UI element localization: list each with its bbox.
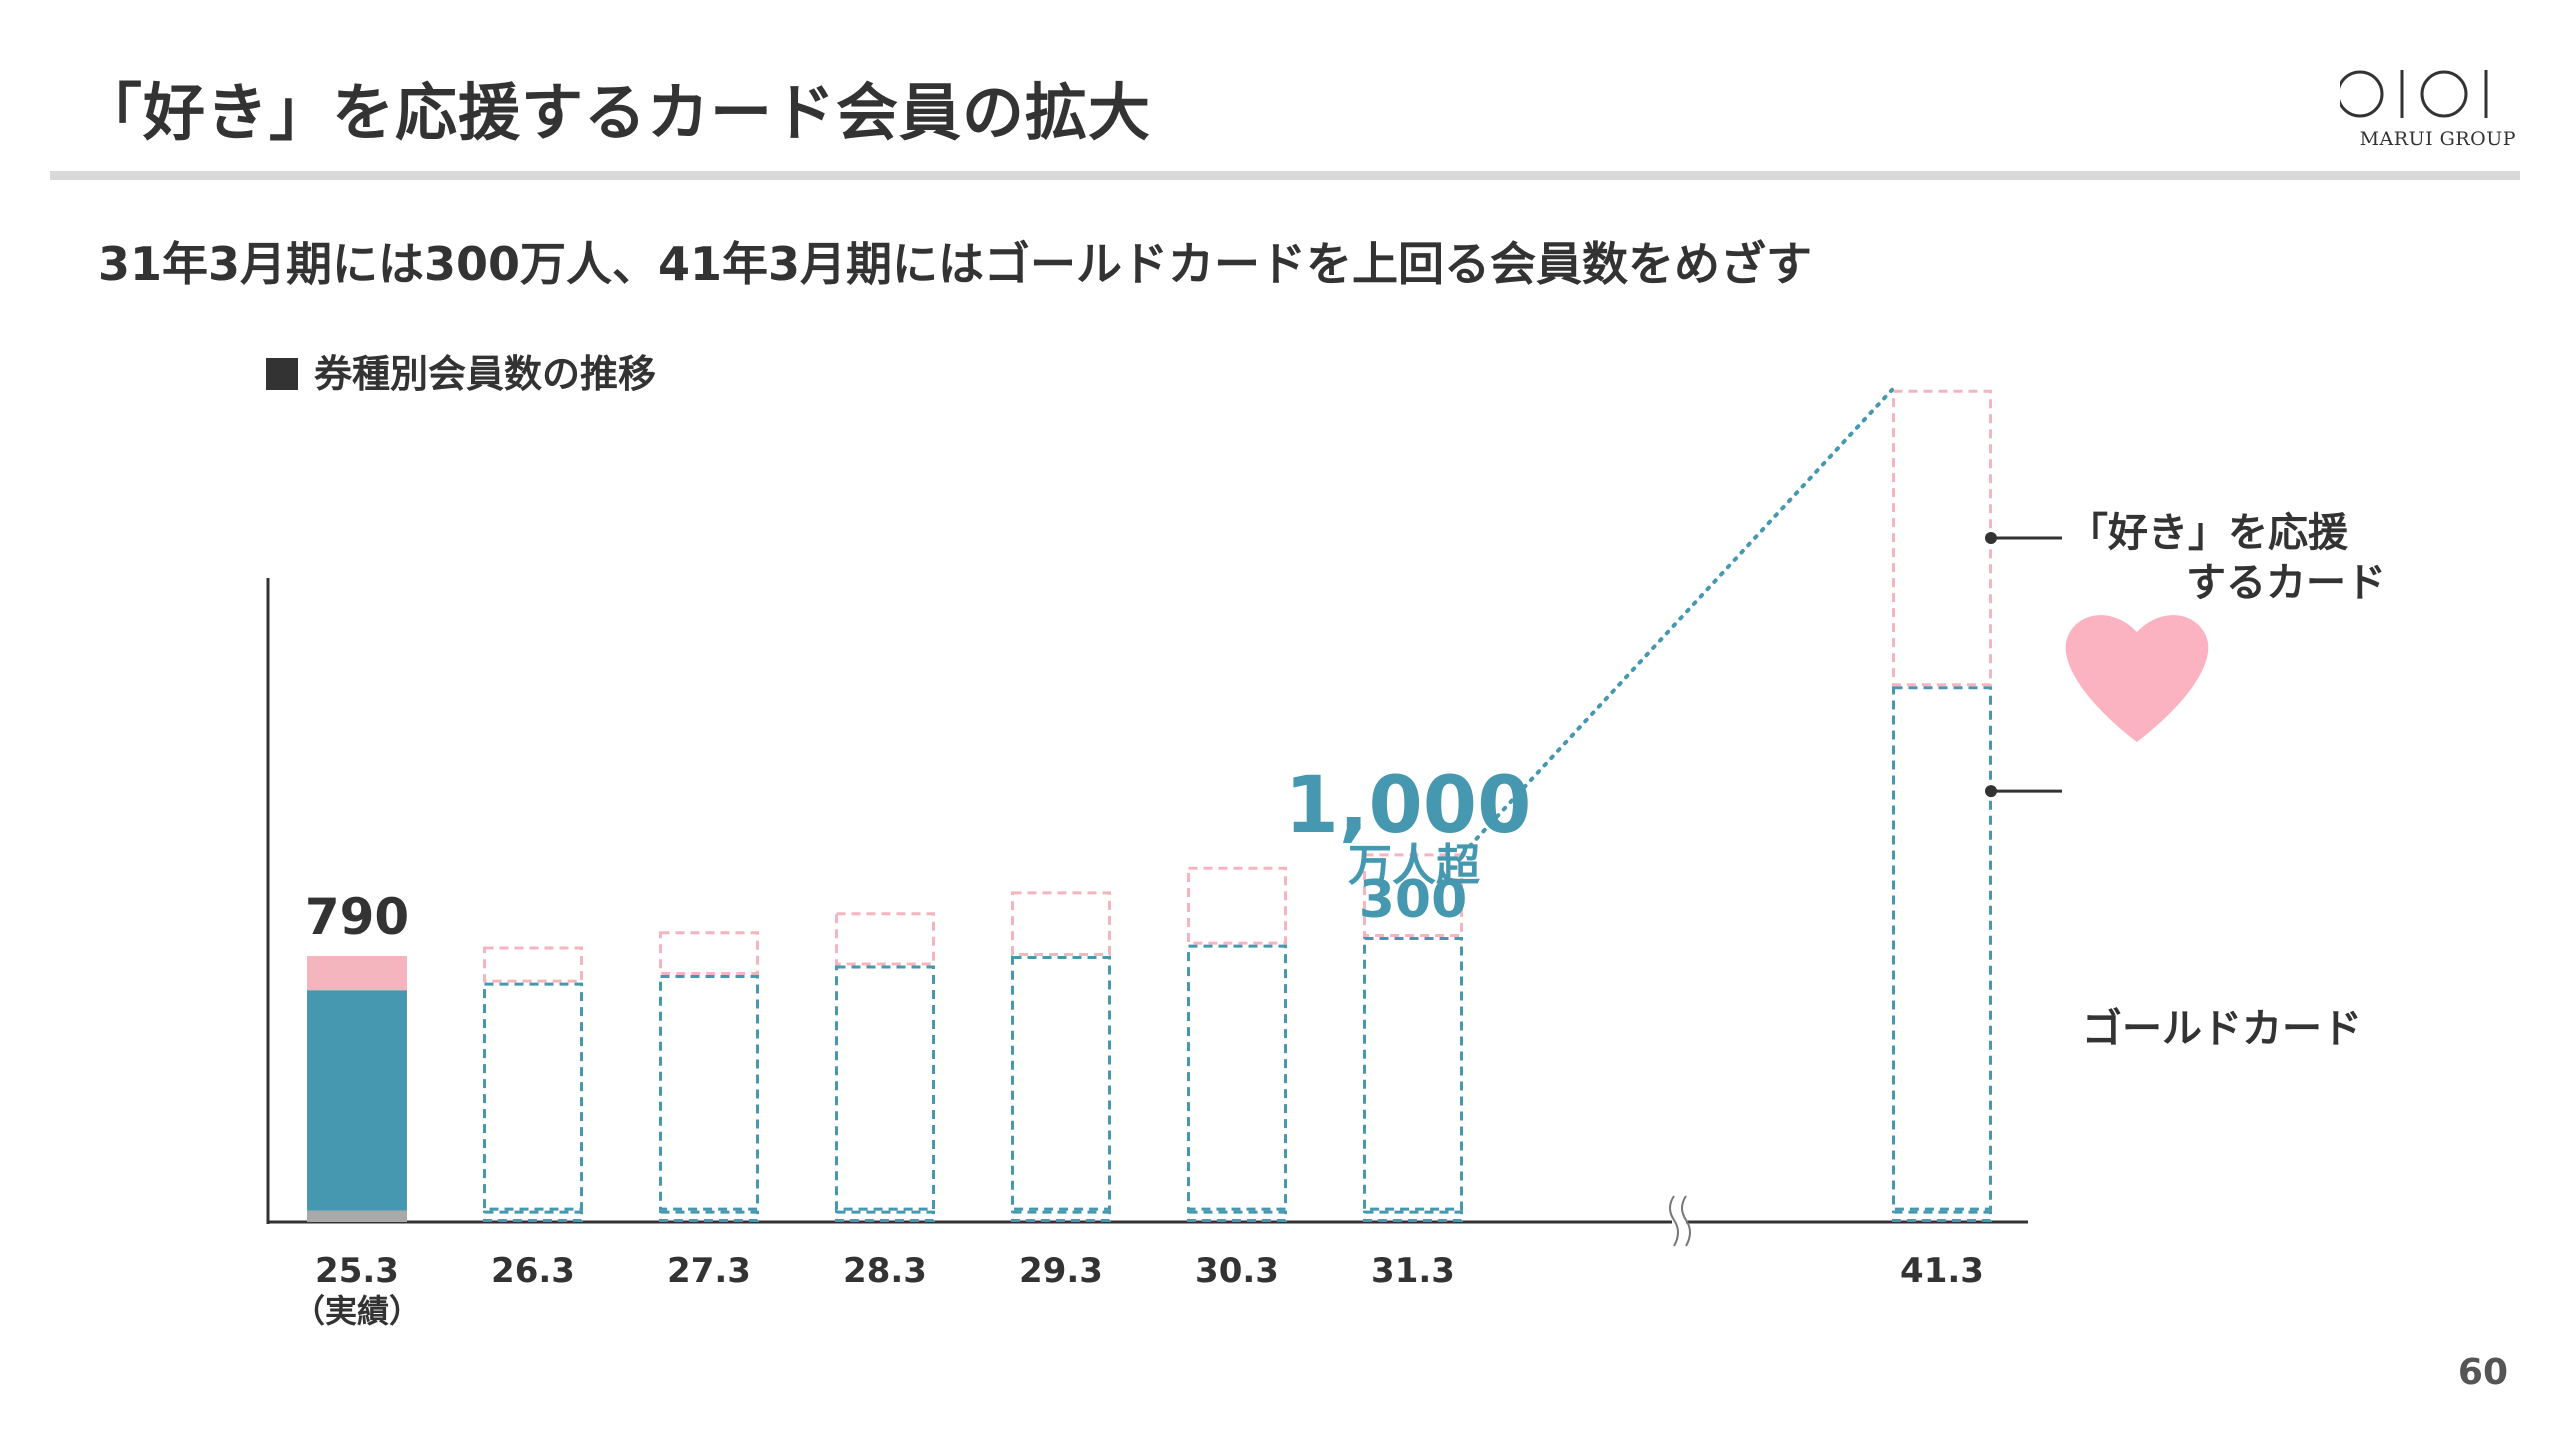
- bar-favorite-25.3: [307, 956, 407, 991]
- legend-favorite-line2: するカード: [2186, 560, 2386, 606]
- headline: 31年3月期には300万人、41年3月期にはゴールドカードを上回る会員数をめざす: [98, 237, 1813, 291]
- tick-label-30.3: 30.3: [1195, 1251, 1279, 1291]
- section-label-text: 券種別会員数の推移: [314, 352, 657, 396]
- bar-gold-26.3: [483, 982, 583, 1211]
- tick-label-41.3: 41.3: [1900, 1251, 1984, 1291]
- bar-gold-41.3: [1892, 686, 1992, 1211]
- bar-favorite-30.3: [1187, 866, 1287, 945]
- bar-gold-30.3: [1187, 944, 1287, 1211]
- tick-label-28.3: 28.3: [843, 1251, 927, 1291]
- tick-label-27.3: 27.3: [667, 1251, 751, 1291]
- section-label: 券種別会員数の推移: [266, 343, 656, 398]
- axis-break-mark-left: [1669, 1195, 1679, 1247]
- legend-favorite-line1: 「好き」を応援: [2068, 510, 2348, 556]
- data-label-total-25-3: 790: [305, 888, 409, 946]
- bar-favorite-41.3: [1892, 389, 1992, 687]
- tick-label-31.3: 31.3: [1371, 1251, 1455, 1291]
- tick-label-25.3: 25.3: [315, 1251, 399, 1291]
- bar-other-26.3: [483, 1210, 583, 1222]
- callout-unit: 万人超: [1348, 840, 1481, 891]
- axis-break-mark-right: [1681, 1195, 1691, 1247]
- bar-gold-31.3: [1363, 937, 1463, 1211]
- data-label-favorite-31-3: 300: [1359, 870, 1468, 930]
- bar-gold-28.3: [835, 965, 935, 1211]
- logo-text: MARUI GROUP: [2359, 128, 2516, 150]
- legend-gold-card: ゴールドカード: [2082, 1006, 2362, 1052]
- oioi-logo-icon: [2340, 70, 2488, 118]
- tick-label-26.3: 26.3: [491, 1251, 575, 1291]
- bar-other-41.3: [1892, 1210, 1992, 1222]
- bar-gold-27.3: [659, 975, 759, 1211]
- bar-other-27.3: [659, 1210, 759, 1222]
- leader-dot-gold: [1985, 785, 1997, 798]
- page-title: 「好き」を応援するカード会員の拡大: [80, 76, 1152, 149]
- bar-other-30.3: [1187, 1210, 1287, 1222]
- bar-gold-29.3: [1011, 956, 1111, 1211]
- square-bullet-icon: [266, 358, 298, 390]
- bar-favorite-27.3: [659, 931, 759, 975]
- tick-note-25.3: （実績）: [293, 1292, 421, 1330]
- page-number: 60: [2457, 1352, 2508, 1393]
- legend-favorite-card: 「好き」を応援 するカード: [2068, 508, 2386, 608]
- bar-favorite-31.3: [1363, 853, 1463, 938]
- bar-favorite-26.3: [483, 946, 583, 983]
- title-divider: [50, 171, 2520, 180]
- bar-gold-25.3: [307, 990, 407, 1211]
- bar-other-28.3: [835, 1210, 935, 1222]
- bar-other-25.3: [307, 1210, 407, 1222]
- bar-other-31.3: [1363, 1210, 1463, 1222]
- leader-dot-favorite: [1985, 532, 1997, 544]
- bar-favorite-28.3: [835, 912, 935, 966]
- heart-icon: [2065, 615, 2209, 742]
- tick-label-29.3: 29.3: [1019, 1251, 1103, 1291]
- bar-other-29.3: [1011, 1210, 1111, 1222]
- bar-favorite-29.3: [1011, 891, 1111, 957]
- callout-value: 1,000: [1285, 761, 1532, 851]
